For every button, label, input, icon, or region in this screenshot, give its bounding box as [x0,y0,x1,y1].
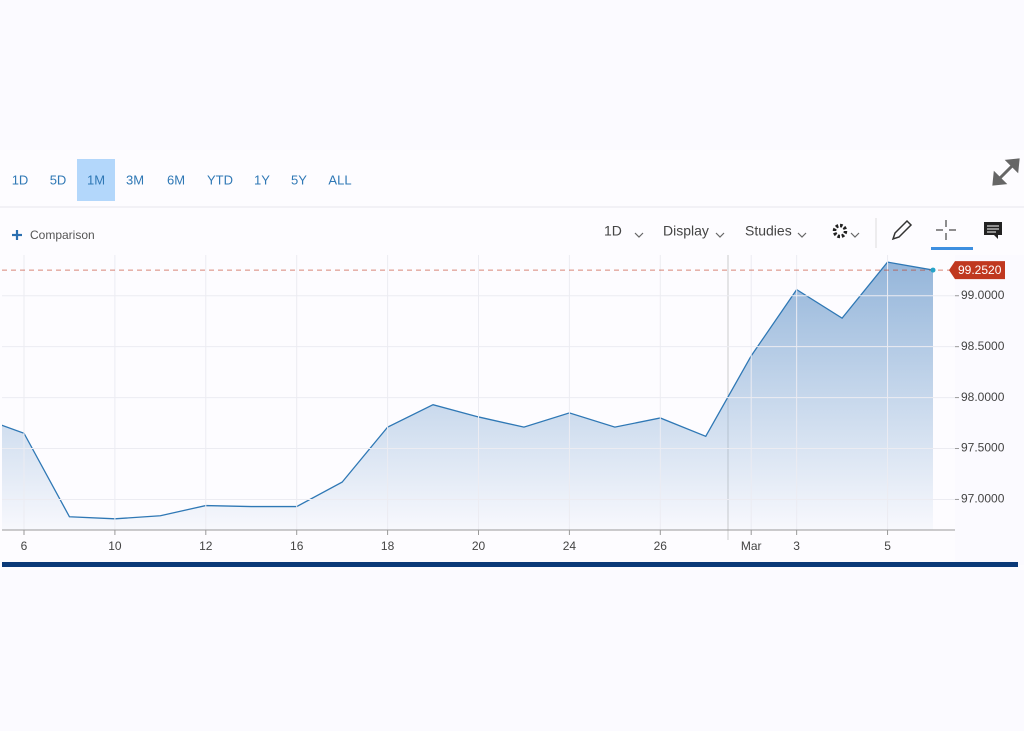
range-button[interactable]: 5Y [291,172,307,187]
expand-button[interactable] [992,158,1020,186]
comment-button[interactable] [984,222,1002,239]
x-tick-label: 24 [563,539,577,553]
last-price-label: 99.2520 [958,263,1002,277]
y-tick-label: 97.5000 [961,441,1005,455]
x-tick-label: 5 [884,539,891,553]
interval-button[interactable]: 1D [604,223,622,239]
range-button[interactable]: ALL [328,172,351,187]
chevrons [634,232,860,238]
x-tick-label: 10 [108,539,122,553]
x-tick-label: Mar [741,539,762,553]
area [2,262,933,530]
plus-icon [12,230,22,240]
range-button[interactable]: 5D [50,172,67,187]
studies-button[interactable]: Studies [745,223,792,239]
range-button[interactable]: YTD [207,172,233,187]
range-button[interactable]: 6M [167,172,185,187]
active-indicator [931,247,973,250]
y-tick-label: 98.0000 [961,390,1005,404]
x-tick-label: 12 [199,539,213,553]
bottom-bar [2,562,1018,567]
x-tick-label: 20 [472,539,486,553]
x-tick-label: 6 [21,539,28,553]
active-range-bg [77,159,115,201]
range-button[interactable]: 1D [12,172,29,187]
price-line [2,261,934,520]
y-tick-label: 99.0000 [961,288,1005,302]
display-button[interactable]: Display [663,223,709,239]
draw-button[interactable] [891,219,913,241]
range-button[interactable]: 1M [87,172,105,187]
x-tick-label: 26 [654,539,668,553]
range-button[interactable]: 1Y [254,172,270,187]
settings-button[interactable] [832,223,848,239]
axis-panel [955,255,1024,565]
x-tick-label: 18 [381,539,395,553]
y-tick-label: 98.5000 [961,339,1005,353]
plot [2,261,934,530]
crosshair-button[interactable] [936,220,956,240]
x-tick-label: 3 [793,539,800,553]
last-price-tag [949,261,1005,280]
x-tick-label: 16 [290,539,304,553]
last-point [930,267,936,273]
y-tick-label: 97.0000 [961,492,1005,506]
range-button[interactable]: 3M [126,172,144,187]
comparison-button[interactable]: Comparison [30,228,95,242]
